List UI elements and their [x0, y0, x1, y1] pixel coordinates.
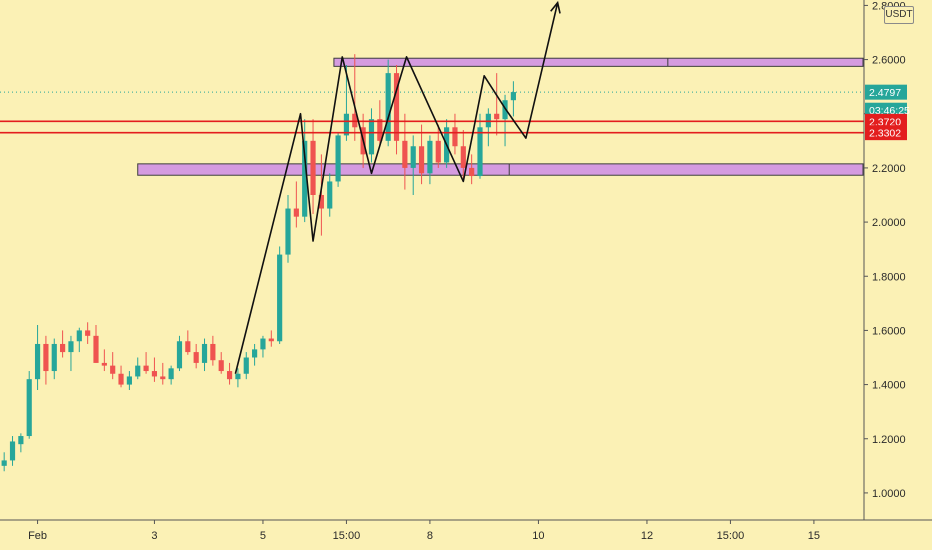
candle-body: [277, 254, 283, 342]
resistance-support-zone-0: [333, 57, 864, 67]
price-tick-label: 1.8000: [872, 271, 906, 283]
time-tick-label: 15: [808, 530, 820, 542]
candle-body: [18, 436, 24, 445]
candle-body: [43, 343, 49, 372]
candle-body: [460, 146, 466, 168]
price-tick-label: 1.4000: [872, 380, 906, 392]
candle-body: [335, 135, 341, 182]
candle-body: [34, 343, 41, 380]
candle-body: [26, 379, 32, 437]
candle-body: [469, 167, 475, 177]
price-tick-label: 2.6000: [872, 55, 906, 67]
candle-body: [252, 349, 258, 358]
candle-body: [368, 119, 375, 155]
candle-body: [226, 371, 233, 380]
candle-body: [327, 181, 333, 209]
candle-body: [193, 352, 199, 363]
candle-body: [385, 73, 391, 141]
zones-layer: [137, 57, 864, 176]
time-tick-label: 10: [532, 530, 544, 542]
candle-body: [402, 140, 408, 168]
candle-body: [235, 373, 241, 380]
time-tick-label: 3: [151, 530, 157, 542]
candle-body: [85, 330, 91, 336]
candle-body: [418, 146, 425, 174]
candle-body: [176, 341, 183, 369]
candle-body: [60, 343, 66, 353]
time-tick-label: 5: [260, 530, 266, 542]
time-tick-label: 15:00: [333, 530, 361, 542]
candle-body: [201, 343, 208, 363]
price-tag-box: [865, 84, 907, 100]
price-tick-label: 1.2000: [872, 434, 906, 446]
candle-body: [143, 365, 149, 372]
resistance-support-zone-1: [137, 163, 864, 176]
candle-body: [160, 376, 166, 380]
candle-body: [110, 365, 116, 374]
price-tick-label: 1.0000: [872, 488, 906, 500]
candle-body: [93, 335, 99, 363]
candle-body: [410, 146, 416, 168]
candle-body: [9, 441, 16, 461]
candle-body: [135, 365, 141, 377]
pattern-path-line: [234, 2, 559, 374]
candle-body: [126, 376, 132, 385]
candle-body: [1, 460, 7, 466]
price-tag-box: [865, 113, 907, 129]
price-tick-label: 1.6000: [872, 325, 906, 337]
pattern-arrow-head: [550, 0, 561, 14]
candle-body: [494, 113, 500, 120]
lines-layer: [0, 91, 864, 134]
candle-body: [427, 140, 433, 174]
candle-body: [101, 362, 107, 366]
candle-body: [435, 140, 441, 163]
price-tick-label: 2.0000: [872, 217, 906, 229]
price-tag-label: 2.3302: [869, 128, 901, 140]
currency-badge[interactable]: USDT: [884, 6, 914, 24]
time-tick-label: 8: [427, 530, 433, 542]
price-tag-box: [865, 125, 907, 141]
candle-body: [168, 368, 174, 380]
candle-body: [310, 140, 316, 195]
candle-body: [393, 73, 400, 141]
pattern-layer: [234, 0, 561, 374]
candle-body: [377, 119, 383, 141]
candle-body: [260, 338, 266, 350]
candle-body: [510, 92, 516, 101]
price-tick-label: 2.2000: [872, 163, 906, 175]
candle-body: [51, 343, 57, 372]
candle-body: [76, 330, 82, 342]
candle-body: [218, 360, 224, 372]
candle-body: [343, 113, 350, 136]
candle-body: [293, 208, 299, 217]
candle-body: [318, 195, 324, 209]
candles-layer: [1, 54, 516, 472]
candle-body: [243, 357, 249, 374]
candle-body: [210, 343, 216, 361]
candle-body: [302, 140, 308, 217]
candle-body: [268, 338, 274, 342]
time-tick-label: Feb: [28, 530, 47, 542]
candle-body: [485, 113, 491, 128]
candle-body: [151, 371, 158, 377]
candle-body: [285, 208, 291, 255]
price-tag-label: 2.4797: [869, 87, 901, 99]
time-tick-label: 12: [641, 530, 653, 542]
candle-body: [118, 373, 124, 385]
candle-body: [68, 341, 74, 353]
candle-body: [352, 113, 358, 128]
candle-body: [477, 127, 483, 177]
time-tick-label: 15:00: [717, 530, 745, 542]
candle-body: [452, 127, 458, 147]
candle-body: [185, 341, 191, 353]
